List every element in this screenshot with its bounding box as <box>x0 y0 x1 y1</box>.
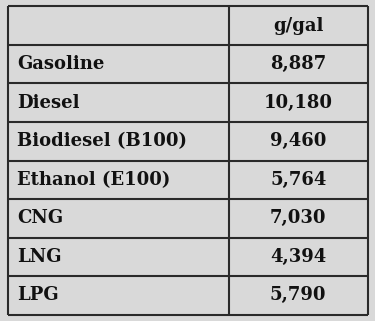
Text: Biodiesel (B100): Biodiesel (B100) <box>17 132 187 150</box>
Text: 7,030: 7,030 <box>270 209 327 227</box>
Text: 10,180: 10,180 <box>264 94 333 112</box>
Text: 5,790: 5,790 <box>270 286 327 304</box>
Text: LNG: LNG <box>17 248 62 266</box>
Text: 5,764: 5,764 <box>270 171 326 189</box>
Text: Diesel: Diesel <box>17 94 80 112</box>
Text: Gasoline: Gasoline <box>17 55 104 73</box>
Text: 4,394: 4,394 <box>270 248 326 266</box>
Text: LPG: LPG <box>17 286 58 304</box>
Text: CNG: CNG <box>17 209 63 227</box>
Text: Ethanol (E100): Ethanol (E100) <box>17 171 170 189</box>
Text: 8,887: 8,887 <box>270 55 326 73</box>
Text: 9,460: 9,460 <box>270 132 326 150</box>
Text: g/gal: g/gal <box>273 17 323 35</box>
